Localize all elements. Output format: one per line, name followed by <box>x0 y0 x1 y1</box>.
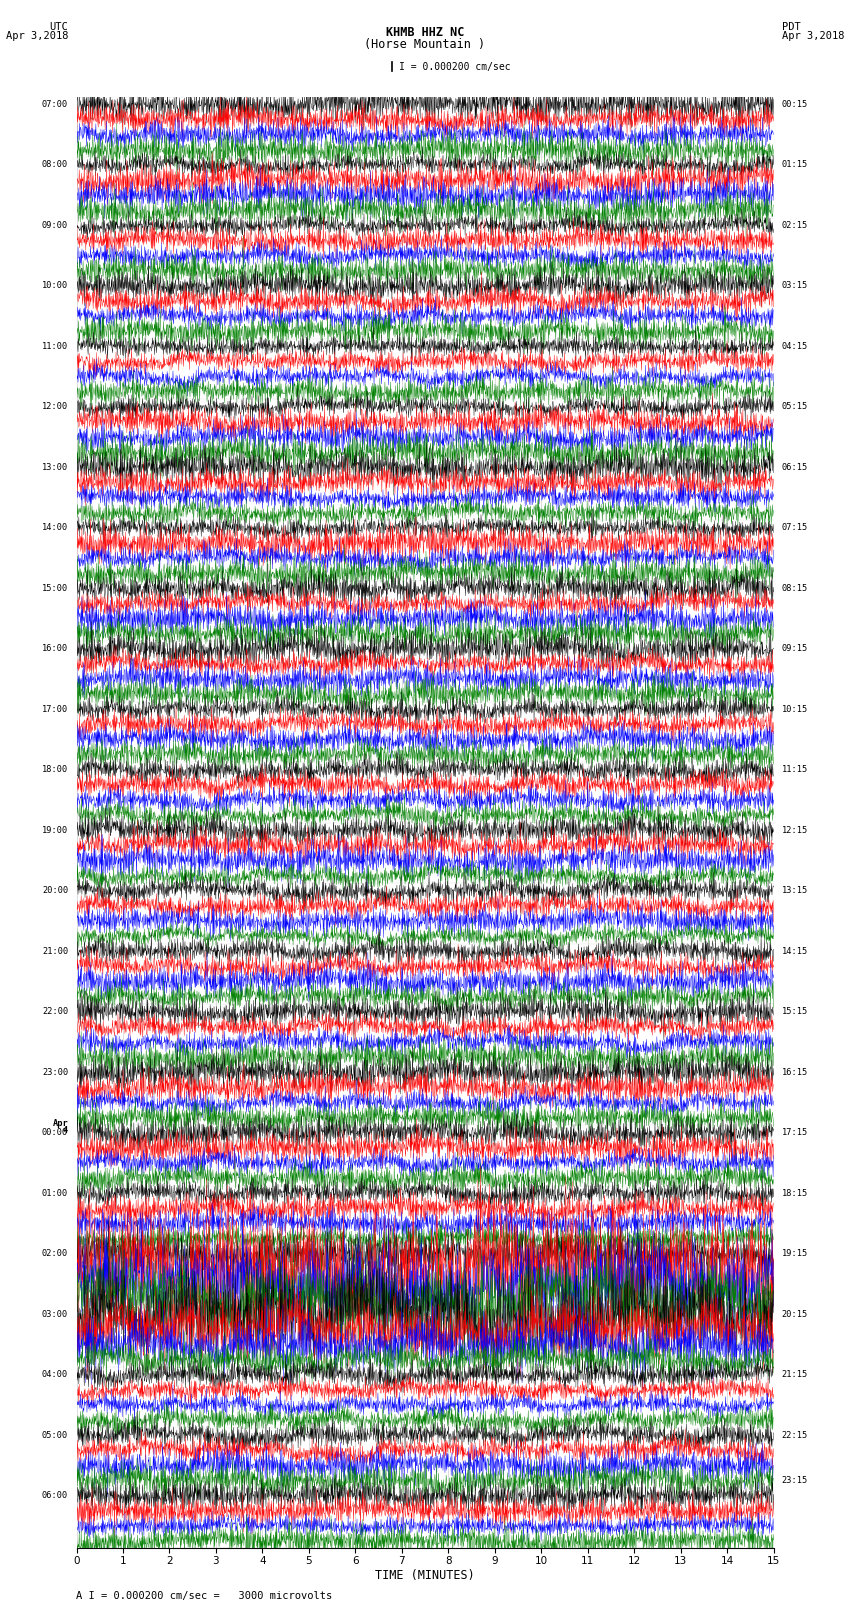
Text: Apr 3,2018: Apr 3,2018 <box>782 31 844 40</box>
Text: 09:00: 09:00 <box>42 221 68 229</box>
Text: 05:00: 05:00 <box>42 1431 68 1439</box>
Text: PDT: PDT <box>782 21 801 32</box>
Text: 18:00: 18:00 <box>42 765 68 774</box>
Text: 14:00: 14:00 <box>42 523 68 532</box>
Text: 23:15: 23:15 <box>782 1476 808 1486</box>
Text: Apr 3,2018: Apr 3,2018 <box>6 31 68 40</box>
Text: 4: 4 <box>63 1126 68 1136</box>
Text: 01:00: 01:00 <box>42 1189 68 1197</box>
Text: 13:15: 13:15 <box>782 886 808 895</box>
Text: UTC: UTC <box>49 21 68 32</box>
X-axis label: TIME (MINUTES): TIME (MINUTES) <box>375 1569 475 1582</box>
Text: 11:00: 11:00 <box>42 342 68 350</box>
Text: 05:15: 05:15 <box>782 402 808 411</box>
Text: 01:15: 01:15 <box>782 160 808 169</box>
Text: 13:00: 13:00 <box>42 463 68 471</box>
Text: 09:15: 09:15 <box>782 644 808 653</box>
Text: 04:15: 04:15 <box>782 342 808 350</box>
Text: 10:15: 10:15 <box>782 705 808 713</box>
Text: 20:15: 20:15 <box>782 1310 808 1318</box>
Text: 07:00: 07:00 <box>42 100 68 108</box>
Text: 07:15: 07:15 <box>782 523 808 532</box>
Text: 02:00: 02:00 <box>42 1248 68 1258</box>
Text: 15:00: 15:00 <box>42 584 68 592</box>
Text: 21:15: 21:15 <box>782 1369 808 1379</box>
Text: 22:00: 22:00 <box>42 1007 68 1016</box>
Text: KHMB HHZ NC: KHMB HHZ NC <box>386 26 464 39</box>
Text: 00:00: 00:00 <box>42 1127 68 1137</box>
Text: A I = 0.000200 cm/sec =   3000 microvolts: A I = 0.000200 cm/sec = 3000 microvolts <box>76 1590 332 1600</box>
Text: 04:00: 04:00 <box>42 1369 68 1379</box>
Text: 21:00: 21:00 <box>42 947 68 955</box>
Text: 18:15: 18:15 <box>782 1189 808 1197</box>
Text: 12:00: 12:00 <box>42 402 68 411</box>
Text: 23:00: 23:00 <box>42 1068 68 1076</box>
Text: 08:00: 08:00 <box>42 160 68 169</box>
Text: 15:15: 15:15 <box>782 1007 808 1016</box>
Text: 17:00: 17:00 <box>42 705 68 713</box>
Text: 08:15: 08:15 <box>782 584 808 592</box>
Text: 03:00: 03:00 <box>42 1310 68 1318</box>
Text: 00:15: 00:15 <box>782 100 808 108</box>
Text: 10:00: 10:00 <box>42 281 68 290</box>
Text: 02:15: 02:15 <box>782 221 808 229</box>
Text: 06:00: 06:00 <box>42 1490 68 1500</box>
Text: 19:15: 19:15 <box>782 1248 808 1258</box>
Text: 19:00: 19:00 <box>42 826 68 834</box>
Text: (Horse Mountain ): (Horse Mountain ) <box>365 39 485 52</box>
Text: 22:15: 22:15 <box>782 1431 808 1439</box>
Text: 03:15: 03:15 <box>782 281 808 290</box>
Text: 06:15: 06:15 <box>782 463 808 471</box>
Text: 20:00: 20:00 <box>42 886 68 895</box>
Text: I = 0.000200 cm/sec: I = 0.000200 cm/sec <box>400 61 511 71</box>
Text: 17:15: 17:15 <box>782 1127 808 1137</box>
Text: Apr: Apr <box>53 1119 68 1127</box>
Text: 16:00: 16:00 <box>42 644 68 653</box>
Text: 12:15: 12:15 <box>782 826 808 834</box>
Text: 11:15: 11:15 <box>782 765 808 774</box>
Text: 16:15: 16:15 <box>782 1068 808 1076</box>
Text: 14:15: 14:15 <box>782 947 808 955</box>
